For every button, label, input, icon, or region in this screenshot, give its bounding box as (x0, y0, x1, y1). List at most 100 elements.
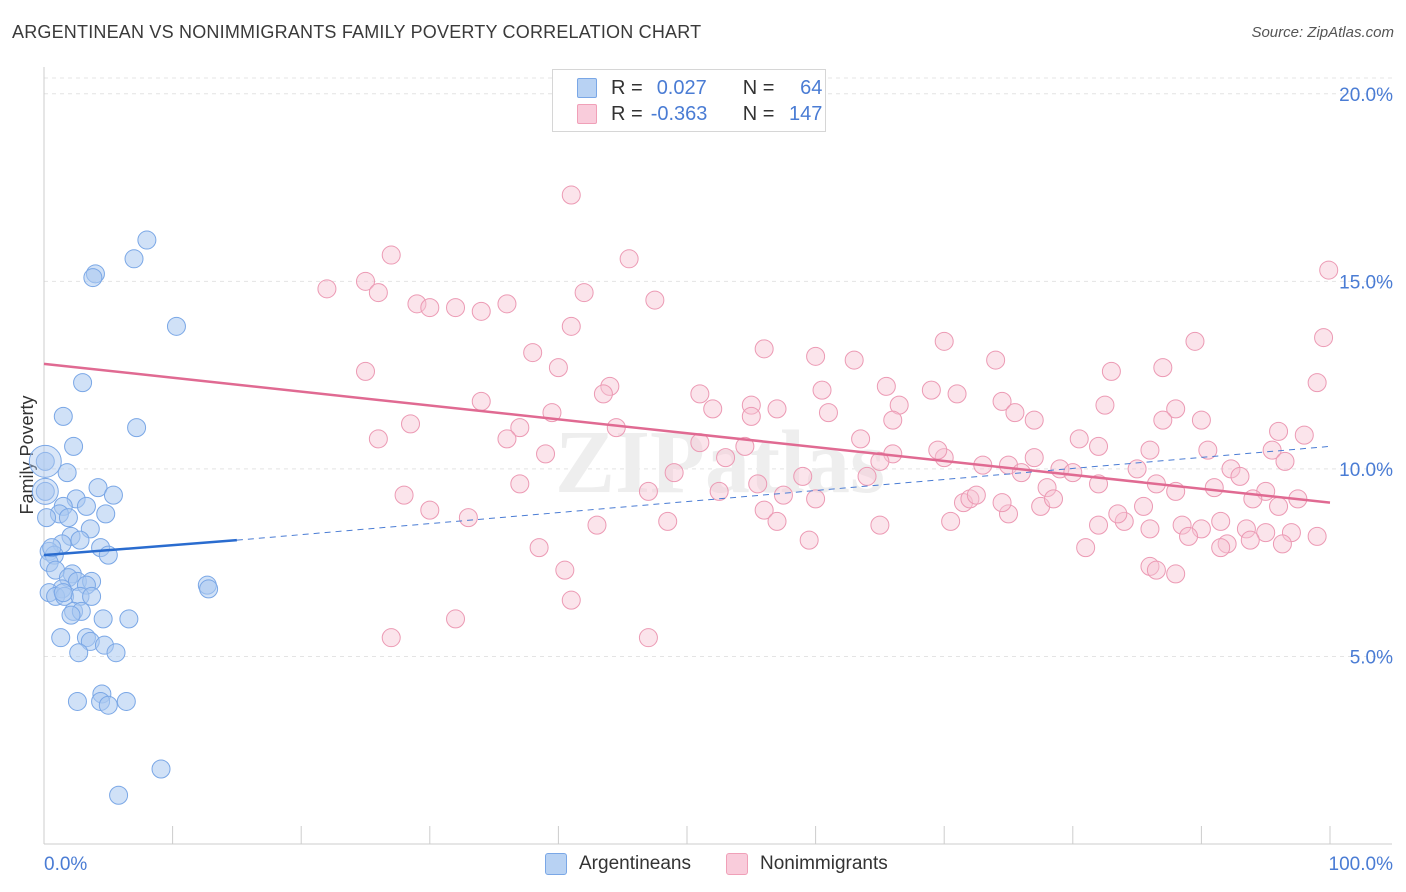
point-nonimmigrants (690, 384, 710, 404)
point-nonimmigrants (446, 298, 466, 318)
legend-item-argentineans: Argentineans (545, 851, 691, 877)
point-nonimmigrants (754, 339, 774, 359)
point-nonimmigrants (1236, 519, 1256, 539)
point-argentineans (42, 538, 62, 558)
legend-swatch-argentineans (577, 78, 597, 98)
point-nonimmigrants (1272, 534, 1292, 554)
point-nonimmigrants (1166, 399, 1186, 419)
point-nonimmigrants (446, 609, 466, 629)
y-tick-label: 20.0% (1339, 85, 1393, 106)
point-argentineans (127, 418, 147, 438)
point-nonimmigrants (471, 301, 491, 321)
point-argentineans (88, 478, 108, 498)
point-nonimmigrants (1319, 260, 1339, 280)
point-nonimmigrants (574, 283, 594, 303)
point-nonimmigrants (793, 466, 813, 486)
point-nonimmigrants (368, 283, 388, 303)
point-nonimmigrants (1166, 564, 1186, 584)
legend-r-label: R = (611, 102, 643, 125)
point-nonimmigrants (1211, 511, 1231, 531)
point-nonimmigrants (1294, 425, 1314, 445)
point-nonimmigrants (561, 185, 581, 205)
point-nonimmigrants (561, 316, 581, 336)
legend-swatch-nonimmigrants (577, 104, 597, 124)
point-argentineans (93, 609, 113, 629)
point-nonimmigrants (1269, 421, 1289, 441)
point-argentineans-large (31, 477, 59, 505)
point-argentineans (35, 481, 55, 501)
point-argentineans (73, 373, 93, 393)
point-nonimmigrants (1044, 489, 1064, 509)
point-nonimmigrants (555, 560, 575, 580)
point-nonimmigrants (1134, 496, 1154, 516)
legend-n-value: 64 (800, 76, 823, 99)
point-nonimmigrants (703, 399, 723, 419)
legend-r-value: 0.027 (656, 76, 707, 99)
chart-source: Source: ZipAtlas.com (1251, 24, 1394, 41)
point-nonimmigrants (928, 440, 948, 460)
point-nonimmigrants (941, 511, 961, 531)
point-nonimmigrants (420, 298, 440, 318)
point-nonimmigrants (1024, 410, 1044, 430)
point-nonimmigrants (394, 485, 414, 505)
point-nonimmigrants (999, 504, 1018, 524)
trendline-argentineans-extended (236, 445, 1331, 541)
point-argentineans (103, 485, 123, 505)
point-nonimmigrants (1140, 440, 1160, 460)
point-argentineans (137, 230, 157, 250)
point-argentineans (53, 406, 73, 426)
point-nonimmigrants (523, 343, 543, 363)
legend-row-argentineans: R = 0.027 N = 64 (553, 75, 822, 101)
legend-item-nonimmigrants: Nonimmigrants (726, 851, 888, 877)
point-nonimmigrants (606, 418, 626, 438)
point-argentineans (69, 643, 89, 663)
point-nonimmigrants (1153, 358, 1173, 378)
point-nonimmigrants (1095, 395, 1115, 415)
point-nonimmigrants (497, 294, 517, 314)
point-nonimmigrants (317, 279, 337, 299)
point-nonimmigrants (851, 429, 871, 449)
point-nonimmigrants (773, 485, 793, 505)
point-nonimmigrants (600, 376, 620, 396)
point-nonimmigrants (1024, 448, 1044, 468)
point-nonimmigrants (407, 294, 427, 314)
point-argentineans (53, 583, 73, 603)
point-nonimmigrants (1127, 459, 1147, 479)
point-argentineans (116, 691, 136, 711)
point-nonimmigrants (1204, 478, 1224, 498)
point-nonimmigrants (593, 384, 613, 404)
point-nonimmigrants (806, 346, 826, 366)
point-nonimmigrants (767, 511, 787, 531)
chart-title: ARGENTINEAN VS NONIMMIGRANTS FAMILY POVE… (12, 22, 702, 42)
point-nonimmigrants (368, 429, 388, 449)
y-tick-label: 10.0% (1339, 460, 1393, 481)
point-argentineans (51, 628, 71, 648)
point-argentineans (83, 268, 103, 288)
x-tick-label-start: 0.0% (44, 854, 87, 875)
point-nonimmigrants (356, 361, 375, 381)
point-nonimmigrants (1146, 560, 1166, 580)
point-nonimmigrants (806, 489, 826, 509)
point-nonimmigrants (1275, 451, 1295, 471)
point-nonimmigrants (561, 590, 581, 610)
point-nonimmigrants (934, 331, 954, 351)
legend-label-nonimmigrants: Nonimmigrants (760, 853, 888, 874)
point-nonimmigrants (1005, 403, 1025, 423)
point-nonimmigrants (1314, 328, 1334, 348)
point-nonimmigrants (536, 444, 556, 464)
point-nonimmigrants (1198, 440, 1218, 460)
y-tick-label: 5.0% (1350, 647, 1393, 668)
point-nonimmigrants (1089, 515, 1109, 535)
x-tick-label-end: 100.0% (1329, 854, 1394, 875)
point-nonimmigrants (1108, 504, 1128, 524)
point-nonimmigrants (1256, 523, 1276, 543)
watermark: ZIPatlas (555, 413, 885, 512)
point-nonimmigrants (883, 410, 903, 430)
point-argentineans (166, 316, 186, 336)
point-nonimmigrants (921, 380, 941, 400)
point-nonimmigrants (960, 489, 980, 509)
point-nonimmigrants (401, 414, 421, 434)
point-nonimmigrants (510, 418, 530, 438)
point-nonimmigrants (587, 515, 607, 535)
